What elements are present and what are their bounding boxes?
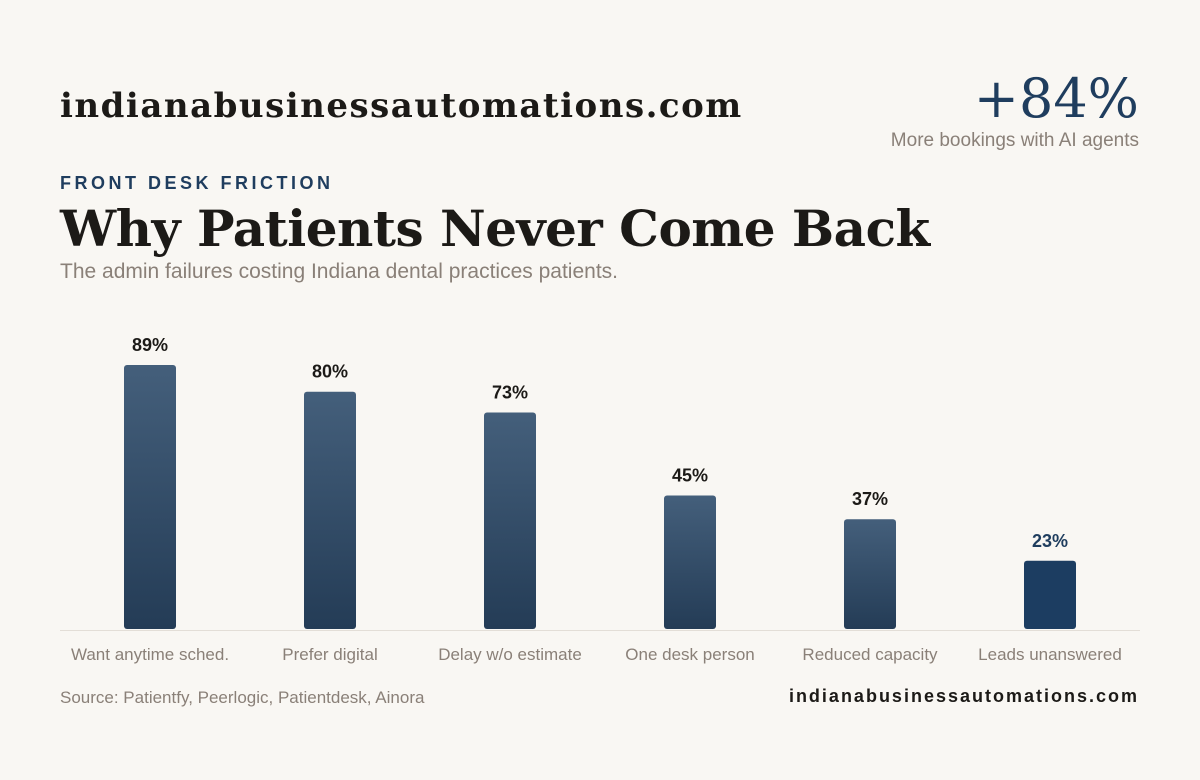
chart-title: Why Patients Never Come Back	[60, 199, 930, 258]
bar-3	[484, 412, 536, 629]
bar-5	[844, 519, 896, 629]
value-label-6: 23%	[1032, 531, 1068, 551]
value-label-3: 73%	[492, 382, 528, 402]
value-label-1: 89%	[132, 335, 168, 355]
stat-value: +84%	[973, 67, 1139, 130]
bar-4	[664, 495, 716, 629]
bar-2	[304, 391, 356, 629]
value-label-4: 45%	[672, 466, 708, 486]
chart-subtitle: The admin failures costing Indiana denta…	[60, 260, 618, 283]
bar-6	[1024, 560, 1076, 629]
eyebrow-label: FRONT DESK FRICTION	[60, 173, 334, 193]
headline-stat: +84% More bookings with AI agents	[891, 70, 1139, 152]
value-label-2: 80%	[312, 362, 348, 382]
category-label-4: One desk person	[625, 645, 754, 664]
value-label-5: 37%	[852, 489, 888, 509]
source-note: Source: Patientfy, Peerlogic, Patientdes…	[60, 688, 425, 707]
category-label-1: Want anytime sched.	[71, 645, 229, 664]
category-label-5: Reduced capacity	[802, 645, 938, 664]
category-label-2: Prefer digital	[282, 645, 377, 664]
category-label-6: Leads unanswered	[978, 645, 1122, 664]
stat-caption: More bookings with AI agents	[890, 130, 1139, 151]
category-label-3: Delay w/o estimate	[438, 645, 582, 664]
bar-1	[124, 365, 176, 629]
brand-heading: indianabusinessautomations.com	[60, 86, 743, 126]
footer-brand: indianabusinessautomations.com	[788, 686, 1139, 706]
